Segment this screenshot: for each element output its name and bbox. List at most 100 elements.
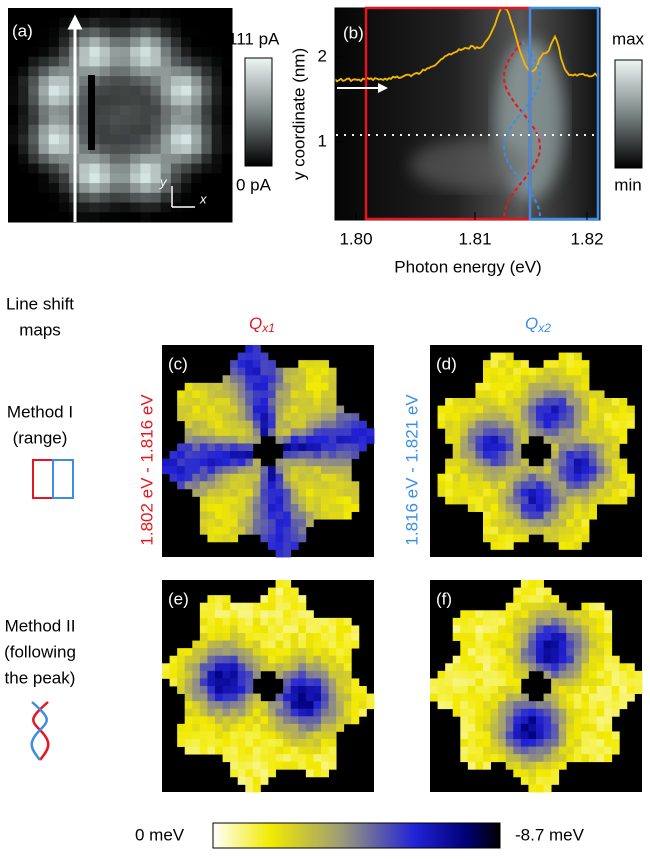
pixel — [283, 451, 292, 459]
pixel — [551, 678, 560, 687]
pixel — [596, 602, 605, 611]
pixel — [199, 678, 208, 687]
colorbar-max: -8.7 meV — [515, 825, 585, 844]
pixel — [252, 398, 261, 406]
pixel — [313, 375, 322, 384]
pixel — [566, 625, 575, 634]
pixel — [634, 678, 643, 687]
pixel — [328, 754, 337, 763]
pixel — [313, 761, 322, 770]
pixel — [290, 754, 299, 763]
pixel — [275, 617, 284, 626]
pixel — [336, 481, 345, 490]
pixel — [268, 701, 276, 710]
pixel — [283, 640, 292, 649]
pixel — [498, 496, 507, 505]
pixel — [581, 663, 590, 672]
pixel — [558, 602, 567, 611]
pixel — [573, 481, 582, 490]
pixel — [215, 686, 223, 694]
pixel — [230, 534, 239, 543]
pixel — [184, 746, 193, 755]
pixel — [275, 723, 284, 732]
pixel — [140, 192, 152, 204]
pixel — [199, 686, 208, 694]
pixel — [336, 488, 345, 497]
pixel — [199, 519, 208, 528]
pixel — [260, 610, 269, 619]
pixel — [328, 746, 337, 755]
pixel — [140, 105, 152, 116]
pixel — [596, 398, 605, 406]
pixel — [252, 633, 261, 641]
pixel — [28, 95, 40, 106]
pixel — [177, 686, 186, 694]
pixel — [290, 488, 299, 497]
pixel — [290, 541, 299, 550]
pixel — [513, 458, 522, 467]
pixel — [536, 580, 544, 588]
pixel — [483, 534, 491, 543]
pixel — [573, 519, 582, 528]
pixel — [28, 8, 40, 19]
pixel — [298, 633, 307, 641]
pixel — [475, 435, 484, 444]
pixel — [520, 428, 529, 437]
pixel — [130, 8, 141, 19]
pixel — [321, 761, 329, 770]
pixel — [581, 496, 590, 505]
pixel — [543, 655, 552, 664]
pixel — [38, 17, 50, 28]
pixel — [626, 481, 635, 490]
pixel — [528, 413, 537, 422]
pixel — [28, 192, 40, 204]
pixel — [130, 66, 141, 77]
pixel — [283, 678, 292, 687]
pixel — [611, 686, 620, 694]
pixel — [18, 192, 29, 204]
pixel — [321, 405, 329, 414]
pixel — [275, 595, 284, 604]
pixel — [252, 769, 261, 778]
pixel — [215, 473, 223, 482]
pixel — [305, 701, 314, 710]
pixel — [260, 481, 269, 490]
pixel — [298, 534, 307, 543]
pixel — [611, 435, 620, 444]
pixel — [336, 663, 345, 672]
pixel — [58, 153, 70, 165]
pixel — [207, 451, 216, 459]
pixel — [283, 663, 292, 672]
pixel — [566, 428, 575, 437]
pixel — [536, 769, 544, 778]
pixel — [221, 202, 233, 213]
pixel — [513, 625, 522, 634]
pixel — [343, 435, 352, 444]
pixel — [268, 496, 276, 505]
pixel — [199, 625, 208, 634]
pixel — [528, 701, 537, 710]
pixel — [207, 526, 216, 535]
pixel — [528, 473, 537, 482]
pixel — [268, 633, 276, 641]
pixel — [513, 610, 522, 619]
pixel — [201, 76, 213, 87]
pixel — [177, 390, 186, 399]
pixel — [245, 496, 254, 505]
pixel — [498, 708, 507, 717]
pixel — [79, 183, 90, 194]
pixel — [475, 458, 484, 467]
pixel — [321, 633, 329, 641]
pixel — [528, 708, 537, 717]
pixel — [490, 723, 499, 732]
pixel — [589, 633, 597, 641]
pixel — [467, 413, 476, 422]
pixel — [551, 420, 560, 429]
pixel — [120, 144, 131, 155]
pixel — [215, 390, 223, 399]
pixel — [18, 37, 29, 48]
pixel — [201, 192, 213, 204]
pixel — [201, 124, 213, 135]
pixel — [38, 134, 50, 145]
pixel — [260, 473, 269, 482]
